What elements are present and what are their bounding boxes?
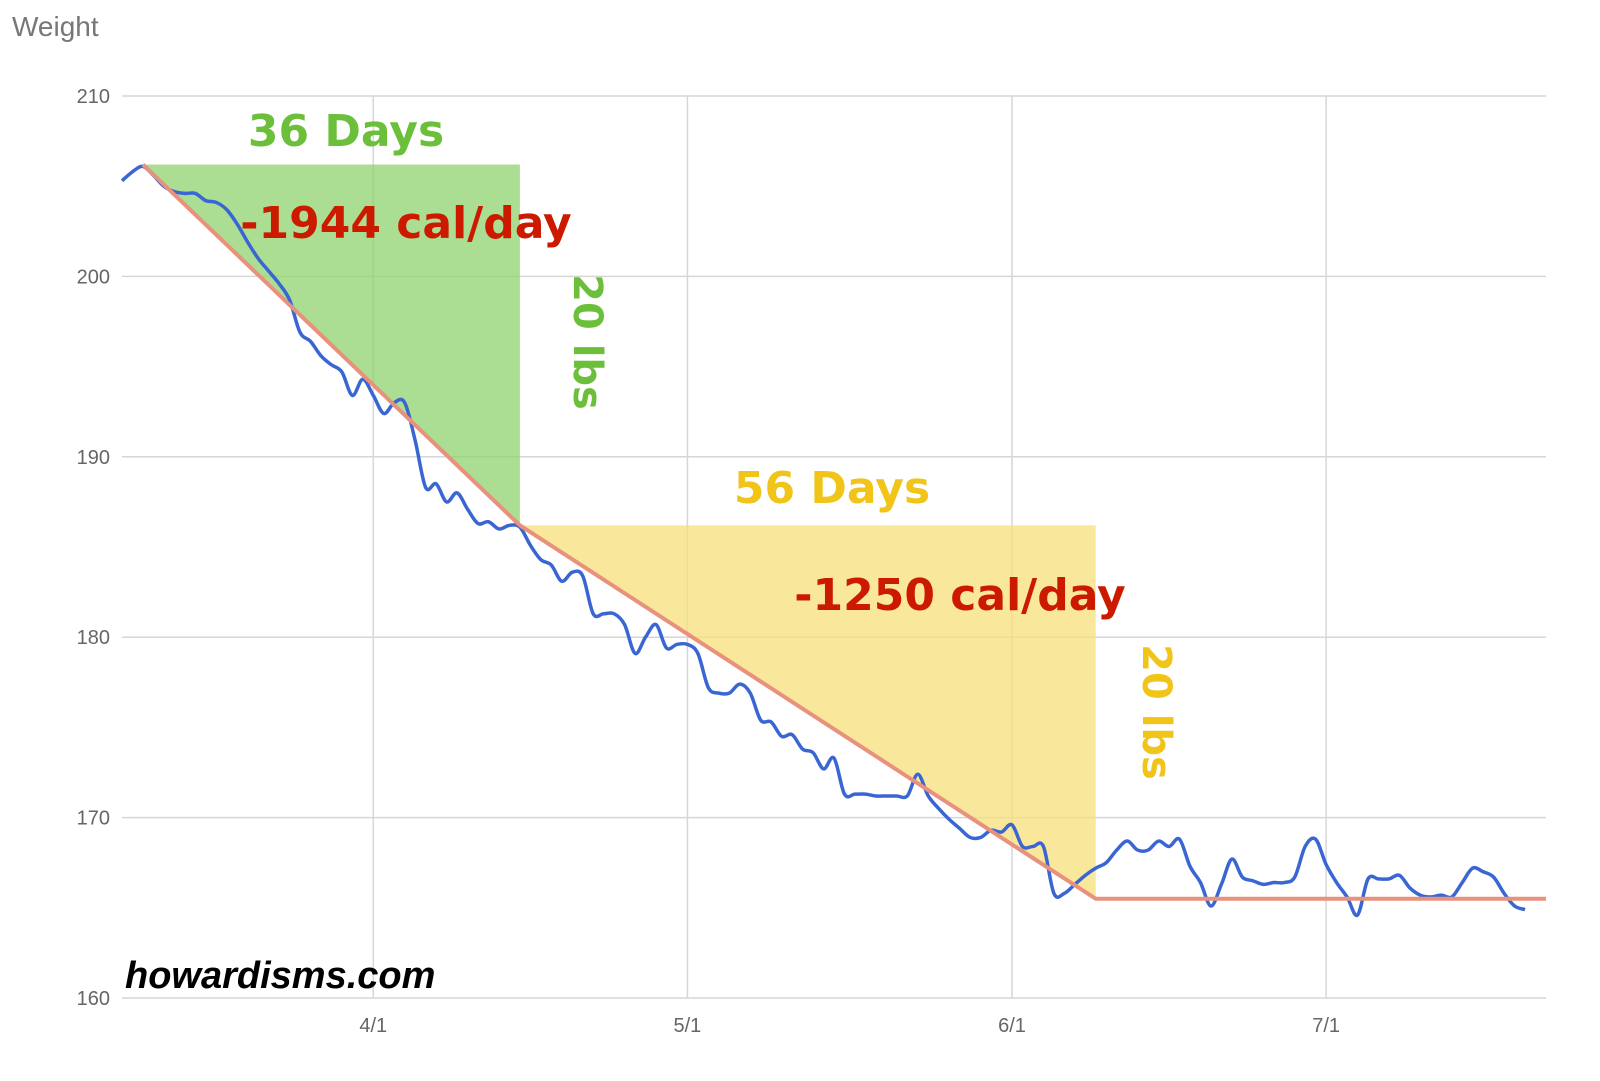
- y-tick-label: 200: [77, 266, 110, 288]
- y-axis-title: Weight: [12, 11, 99, 42]
- x-tick-labels: 4/1 5/1 6/1 7/1: [359, 1015, 1340, 1037]
- phase2-calorie-label: -1250 cal/day: [794, 570, 1125, 621]
- phase2-days-label: 56 Days: [734, 463, 930, 514]
- shaded-regions: [142, 164, 1096, 899]
- x-tick-label: 5/1: [674, 1015, 702, 1037]
- phase1-days-label: 36 Days: [248, 106, 444, 157]
- y-tick-label: 180: [77, 627, 110, 649]
- x-tick-label: 7/1: [1312, 1015, 1340, 1037]
- y-tick-label: 190: [77, 447, 110, 469]
- trend-line: [141, 163, 1546, 901]
- x-tick-label: 6/1: [998, 1015, 1026, 1037]
- phase1-calorie-label: -1944 cal/day: [240, 198, 571, 249]
- y-tick-labels: 160 170 180 190 200 210: [77, 86, 110, 1010]
- trend-line-group: [141, 163, 1546, 901]
- y-tick-label: 160: [77, 988, 110, 1010]
- phase1-pounds-label: 20 lbs: [564, 274, 610, 410]
- y-tick-label: 170: [77, 808, 110, 830]
- watermark: howardisms.com: [125, 955, 435, 997]
- phase2-pounds-label: 20 lbs: [1133, 644, 1179, 780]
- x-tick-label: 4/1: [359, 1015, 387, 1037]
- weight-series-line: [120, 164, 1526, 918]
- weight-series-group: [120, 164, 1526, 918]
- y-tick-label: 210: [77, 86, 110, 108]
